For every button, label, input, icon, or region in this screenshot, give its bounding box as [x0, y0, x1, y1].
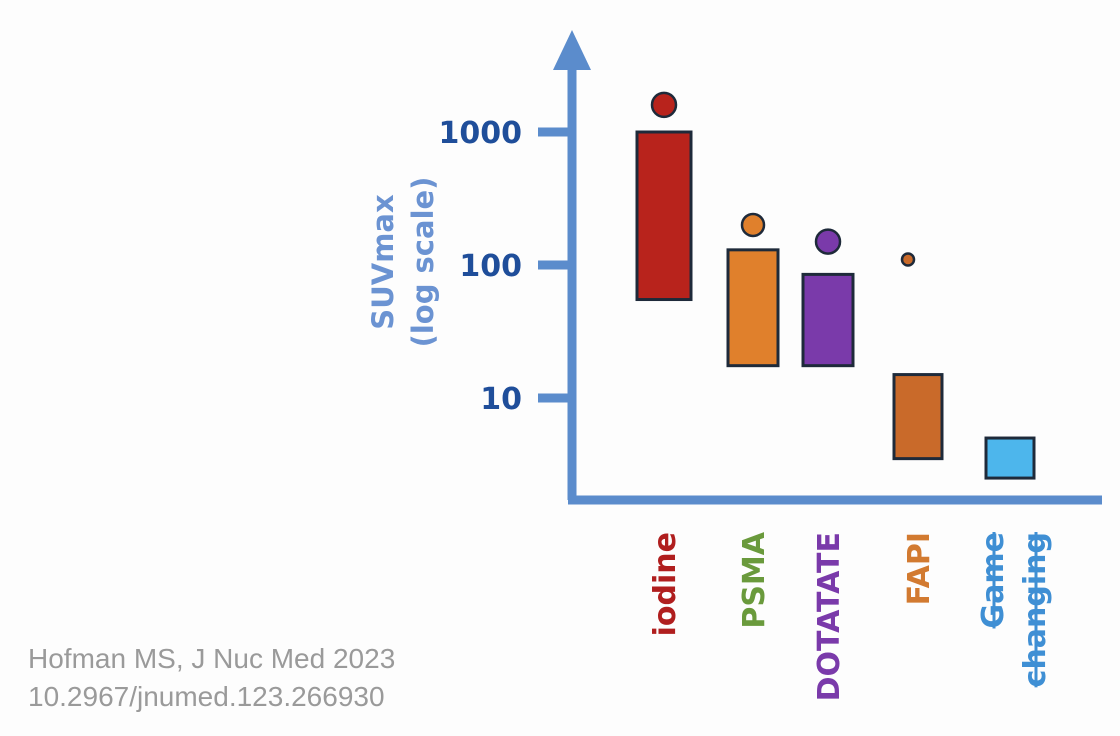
y-axis-arrow	[553, 30, 591, 70]
y-tick-label: 10	[480, 382, 522, 417]
y-axis-label-line: (log scale)	[406, 177, 440, 348]
citation-line-1: Hofman MS, J Nuc Med 2023	[28, 643, 396, 674]
x-category-label-line: iodine	[648, 532, 683, 636]
x-category-label: DOTATATE	[812, 532, 847, 701]
max-marker	[814, 228, 842, 255]
x-category-label: PSMA	[737, 531, 772, 628]
x-category-label-line: Game	[976, 532, 1011, 628]
citation: Hofman MS, J Nuc Med 2023 10.2967/jnumed…	[28, 640, 395, 716]
range-bar	[726, 248, 780, 368]
max-marker	[650, 91, 678, 119]
y-tick-label: 1000	[439, 116, 523, 151]
x-category-label: iodine	[648, 532, 683, 636]
x-category-label: FAPI	[902, 532, 937, 605]
range-bar	[635, 130, 693, 302]
x-category-label: Game changing	[976, 532, 1053, 687]
max-marker	[740, 212, 766, 238]
x-category-label-line: changing	[1018, 532, 1053, 687]
x-category-label-line: PSMA	[737, 531, 772, 628]
y-axis-label: SUVmax (log scale)	[366, 177, 440, 348]
x-category-label-line: FAPI	[902, 532, 937, 605]
y-axis-label-line: SUVmax	[366, 194, 400, 330]
range-bar	[801, 272, 855, 368]
max-marker	[900, 252, 916, 267]
citation-line-2: 10.2967/jnumed.123.266930	[28, 681, 385, 712]
x-category-label-line: DOTATATE	[812, 532, 847, 701]
range-bar	[892, 373, 944, 461]
y-tick-label: 100	[459, 249, 522, 284]
range-bar	[984, 436, 1036, 480]
